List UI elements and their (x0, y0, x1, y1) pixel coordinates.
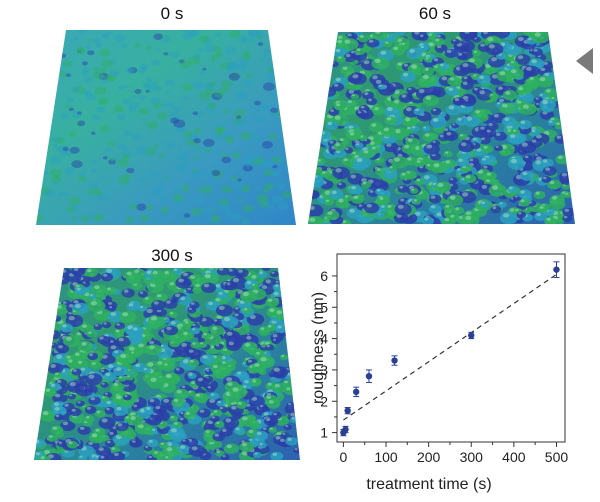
data-point (342, 426, 349, 433)
triangle-left-icon[interactable] (576, 48, 593, 74)
x-axis-label: treatment time (s) (366, 476, 491, 493)
x-tick-label: 0 (339, 449, 347, 465)
y-tick-label: 3 (320, 362, 328, 378)
x-tick-label: 500 (545, 449, 569, 465)
x-tick-label: 400 (502, 449, 526, 465)
plot-frame (336, 253, 566, 443)
y-tick-label: 2 (320, 393, 328, 409)
data-point (391, 357, 398, 364)
data-point (344, 407, 351, 414)
y-tick-label: 4 (320, 331, 328, 347)
x-tick-label: 100 (374, 449, 398, 465)
y-tick-label: 1 (320, 425, 328, 441)
panel-label-300s: 300 s (151, 246, 193, 265)
x-tick-label: 200 (417, 449, 441, 465)
y-axis-label: roughness (nm) (310, 292, 327, 404)
chart-marks (340, 261, 560, 437)
data-point (365, 373, 373, 380)
chart-axes: 0 100 200 300 400 500 1 2 3 4 5 6 (320, 253, 569, 465)
data-point (553, 266, 560, 273)
panel-label-0s: 0 s (160, 4, 184, 23)
x-tick-label: 300 (460, 449, 484, 465)
y-tick-label: 5 (320, 299, 328, 315)
panel-label-60s: 60 s (418, 4, 452, 23)
y-tick-label: 6 (320, 268, 328, 284)
fit-line (343, 273, 557, 421)
data-point (352, 388, 360, 396)
data-point (468, 332, 475, 339)
